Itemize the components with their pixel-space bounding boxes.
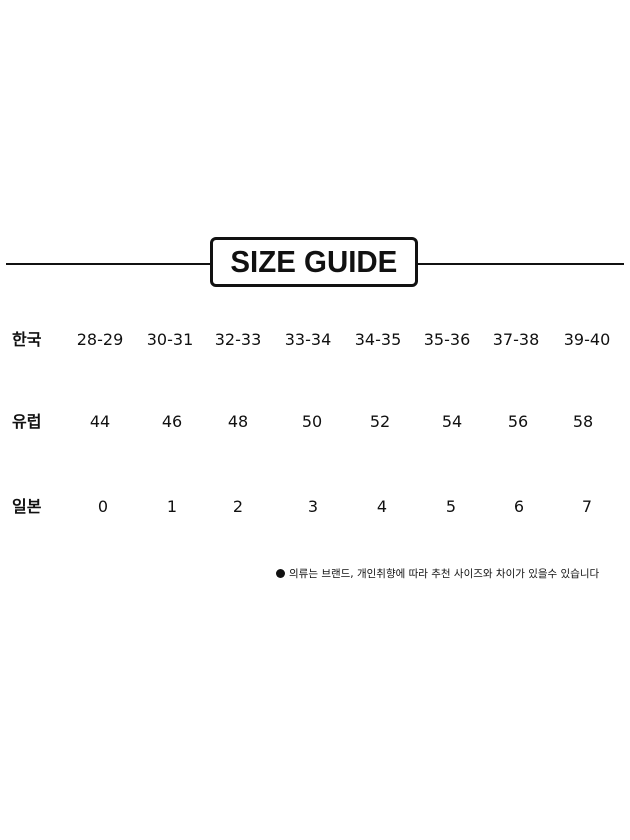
note-text: 의류는 브랜드, 개인취향에 따라 추천 사이즈와 차이가 있을수 있습니다 xyxy=(289,568,600,580)
size-cell: 46 xyxy=(161,412,183,431)
row-label: 한국 xyxy=(12,330,42,349)
size-cell: 58 xyxy=(572,412,594,431)
size-cell: 30-31 xyxy=(146,330,194,349)
bullet-icon xyxy=(276,569,285,578)
size-cell: 3 xyxy=(307,497,319,516)
size-cell: 54 xyxy=(441,412,463,431)
divider-right xyxy=(416,263,624,265)
size-cell: 34-35 xyxy=(354,330,402,349)
size-cell: 35-36 xyxy=(423,330,471,349)
title-box: SIZE GUIDE xyxy=(210,237,418,287)
divider-left xyxy=(6,263,212,265)
table-row: 한국 28-29 30-31 32-33 33-34 34-35 35-36 37-38 39-… xyxy=(0,325,630,355)
size-cell: 7 xyxy=(581,497,593,516)
size-cell: 32-33 xyxy=(214,330,262,349)
size-note: 의류는 브랜드, 개인취향에 따라 추천 사이즈와 차이가 있을수 있습니다 xyxy=(276,566,599,581)
size-cell: 52 xyxy=(369,412,391,431)
size-cell: 56 xyxy=(507,412,529,431)
page-title: SIZE GUIDE xyxy=(230,244,398,279)
size-cell: 28-29 xyxy=(76,330,124,349)
size-cell: 2 xyxy=(232,497,244,516)
size-cell: 6 xyxy=(513,497,525,516)
row-label: 유럽 xyxy=(12,412,42,431)
size-cell: 44 xyxy=(89,412,111,431)
table-row: 유럽 44 46 48 50 52 54 56 58 xyxy=(0,407,630,437)
size-cell: 33-34 xyxy=(284,330,332,349)
size-cell: 1 xyxy=(166,497,178,516)
size-cell: 5 xyxy=(445,497,457,516)
size-cell: 48 xyxy=(227,412,249,431)
size-cell: 0 xyxy=(97,497,109,516)
table-row: 일본 0 1 2 3 4 5 6 7 xyxy=(0,492,630,522)
size-cell: 39-40 xyxy=(563,330,611,349)
row-label: 일본 xyxy=(12,497,42,516)
size-cell: 50 xyxy=(301,412,323,431)
size-cell: 4 xyxy=(376,497,388,516)
size-cell: 37-38 xyxy=(492,330,540,349)
